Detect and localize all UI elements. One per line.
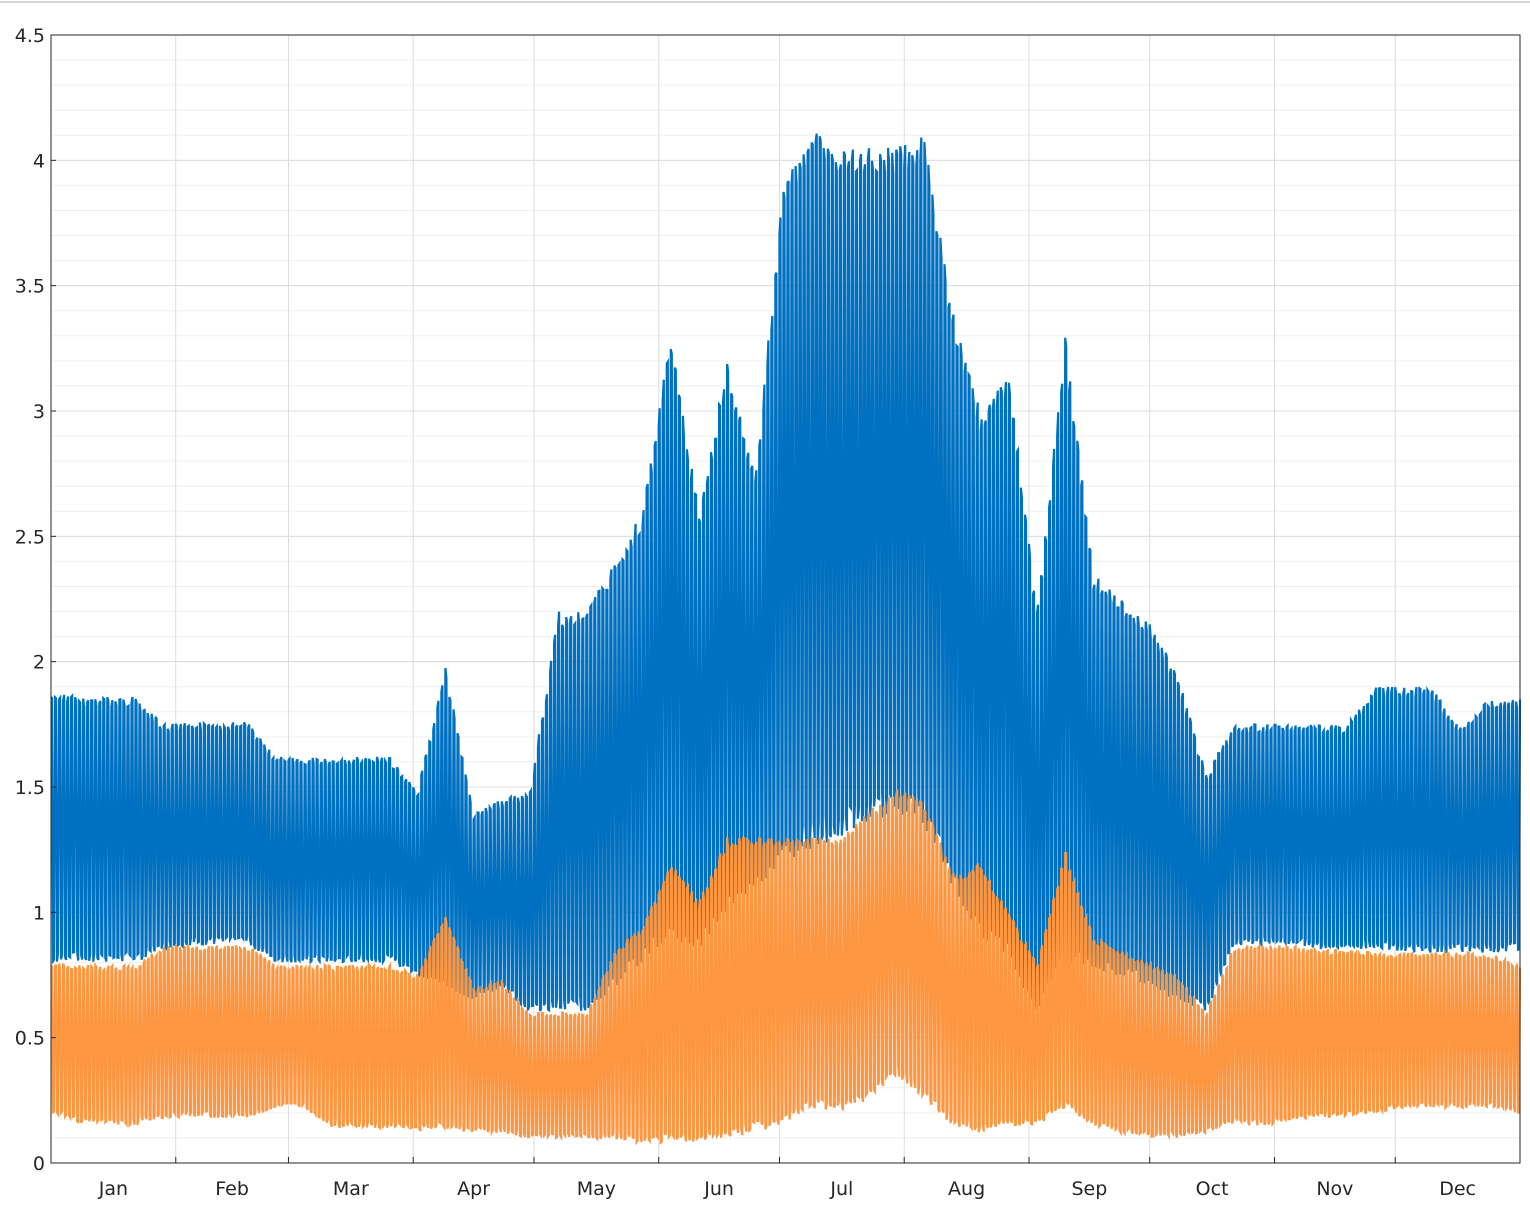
y-tick-label: 0.5 [15,1028,45,1050]
x-tick-label: Aug [948,1178,985,1200]
x-tick-label: Jan [98,1178,128,1200]
x-tick-label: Nov [1316,1178,1353,1200]
x-tick-label: Feb [215,1178,249,1200]
y-tick-label: 3 [33,401,45,423]
series-layer [50,133,1522,1146]
y-tick-label: 4 [33,150,45,172]
y-tick-label: 1.5 [15,777,45,799]
y-tick-label: 3.5 [15,276,45,298]
plot-frame [50,34,1521,1164]
x-tick-label: May [577,1178,616,1200]
y-tick-label: 1 [33,902,45,924]
x-tick-label: Sep [1071,1178,1107,1200]
x-tick-label: Oct [1196,1178,1229,1200]
axis-layer: 0 0.5 1 1.5 2 2.5 3 3.5 4 4.5 Jan Feb Mar Apr May Jun Ju… [15,25,1476,1200]
y-tick-label: 2.5 [15,526,45,548]
x-tick-label: Mar [333,1178,369,1200]
y-tick-label: 2 [33,652,45,674]
series-2-line [50,789,1522,1146]
x-tick-label: Apr [457,1178,490,1200]
x-tick-label: Jul [829,1178,853,1200]
x-tick-label: Dec [1439,1178,1476,1200]
y-tick-label: 4.5 [15,25,45,47]
y-tick-label: 0 [33,1153,45,1175]
x-tick-label: Jun [703,1178,734,1200]
